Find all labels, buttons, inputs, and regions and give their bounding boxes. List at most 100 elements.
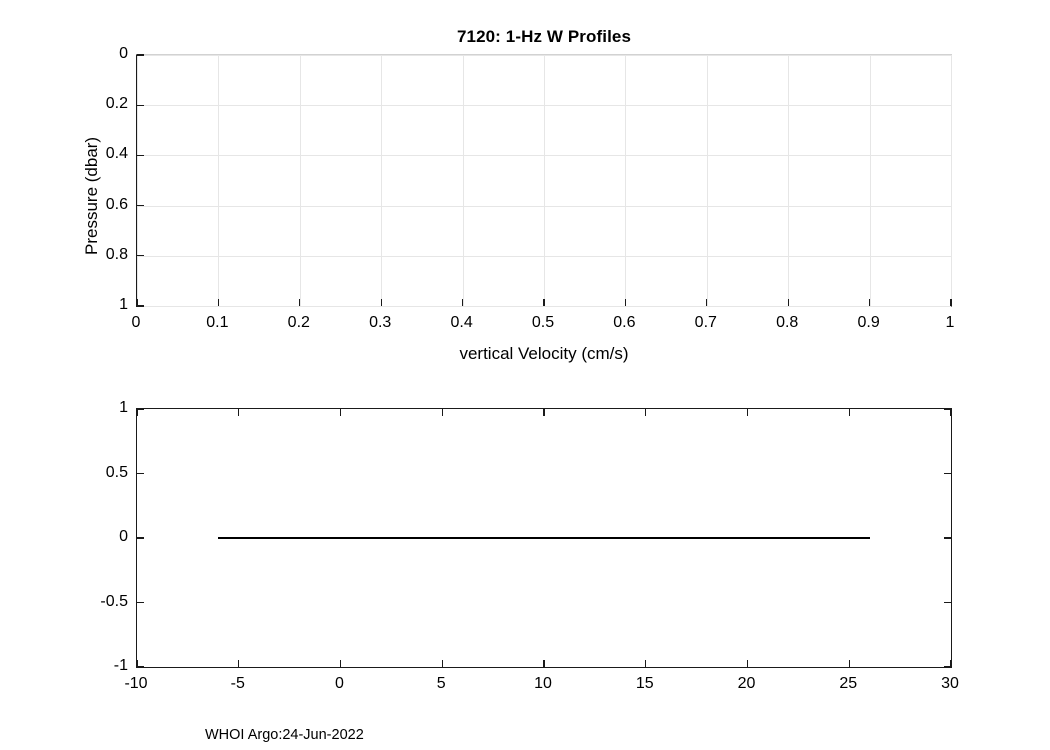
- x-tick-mark-top: [238, 409, 240, 416]
- x-tick-mark: [380, 299, 382, 306]
- x-tick-label: 0.8: [776, 314, 799, 331]
- x-tick-label: 5: [436, 675, 446, 692]
- x-tick-mark: [950, 299, 952, 306]
- y-tick-mark: [137, 154, 144, 157]
- y-tick-label: 0.8: [105, 245, 128, 263]
- y-tick-label: 1: [119, 296, 128, 313]
- x-tick-mark: [299, 299, 301, 306]
- gridline-horizontal: [137, 205, 951, 207]
- y-tick-label: 0: [119, 528, 128, 545]
- y-tick-mark: [137, 472, 144, 475]
- y-tick-label: 1: [119, 399, 128, 416]
- lower-plot-inner: [136, 408, 952, 668]
- y-tick-mark: [137, 601, 144, 604]
- x-tick-mark: [706, 299, 708, 306]
- y-tick-mark: [137, 104, 144, 106]
- x-tick-mark: [624, 299, 627, 306]
- x-tick-label: 0: [335, 675, 344, 692]
- gridline-vertical: [462, 55, 464, 306]
- x-tick-label: 0: [131, 314, 141, 331]
- x-tick-label: 0.9: [857, 314, 880, 331]
- gridline-vertical: [544, 55, 545, 306]
- upper-plot-inner: [136, 54, 952, 307]
- x-tick-label: 1: [945, 314, 955, 331]
- x-tick-mark-top: [136, 409, 138, 416]
- footer-credit: WHOI Argo:24-Jun-2022: [205, 727, 364, 743]
- x-tick-mark: [136, 299, 138, 306]
- y-tick-label: 0.6: [105, 195, 128, 213]
- gridline-vertical: [706, 55, 708, 306]
- y-tick-mark-right: [944, 601, 951, 604]
- y-tick-mark-right: [944, 472, 951, 475]
- gridline-vertical: [137, 55, 138, 306]
- y-tick-label: 0.4: [105, 145, 128, 163]
- x-tick-label: 0.7: [694, 314, 717, 331]
- x-tick-mark: [868, 299, 871, 306]
- y-tick-label: -0.5: [100, 592, 128, 610]
- y-tick-mark: [137, 54, 144, 56]
- x-tick-label: 0.2: [287, 314, 310, 331]
- x-tick-label: -10: [124, 675, 148, 692]
- x-tick-label: 30: [941, 675, 959, 692]
- x-tick-label: 0.6: [613, 314, 636, 331]
- y-tick-mark: [137, 305, 144, 307]
- x-tick-mark-top: [950, 409, 952, 416]
- x-tick-mark-top: [645, 409, 647, 416]
- gridline-vertical: [625, 55, 627, 306]
- y-tick-label: -1: [113, 657, 128, 674]
- gridline-vertical: [788, 55, 790, 306]
- x-tick-mark: [136, 660, 138, 667]
- y-tick-label: 0: [119, 45, 128, 62]
- x-tick-mark-top: [441, 409, 443, 416]
- y-tick-mark-right: [944, 408, 951, 410]
- page-title: 7120: 1-Hz W Profiles: [456, 27, 632, 46]
- lower-plot-axes: [136, 408, 952, 668]
- x-tick-mark: [950, 660, 952, 667]
- data-series-line: [218, 536, 870, 540]
- x-tick-label: 0.1: [206, 314, 229, 331]
- y-tick-mark: [137, 666, 144, 668]
- x-tick-label: 0.3: [369, 314, 392, 331]
- x-tick-mark: [848, 660, 850, 667]
- upper-plot-axes: [136, 54, 952, 307]
- x-tick-mark: [746, 660, 749, 667]
- y-tick-mark: [137, 204, 144, 207]
- x-tick-mark-top: [746, 409, 749, 416]
- x-tick-label: 20: [737, 675, 756, 692]
- x-tick-mark: [217, 299, 220, 306]
- x-tick-mark: [238, 660, 240, 667]
- x-tick-label: 0.4: [450, 314, 473, 331]
- y-tick-mark-right: [944, 537, 951, 539]
- upper-plot-xlabel: vertical Velocity (cm/s): [459, 344, 629, 363]
- x-tick-label: 25: [839, 675, 858, 692]
- gridline-horizontal: [137, 155, 951, 157]
- x-tick-mark: [543, 299, 545, 306]
- gridline-horizontal: [137, 306, 951, 307]
- x-tick-mark: [543, 660, 545, 667]
- gridline-vertical: [381, 55, 383, 306]
- x-tick-label: 10: [534, 675, 552, 692]
- x-tick-label: -5: [230, 675, 245, 692]
- gridline-vertical: [299, 55, 301, 306]
- x-tick-mark-top: [339, 409, 342, 416]
- gridline-vertical: [869, 55, 871, 306]
- y-tick-mark: [137, 537, 144, 539]
- gridline-vertical: [951, 55, 952, 306]
- x-tick-mark-top: [848, 409, 850, 416]
- gridline-horizontal: [137, 105, 951, 107]
- x-tick-mark-top: [543, 409, 545, 416]
- x-tick-mark: [441, 660, 443, 667]
- y-tick-mark: [137, 255, 144, 257]
- x-tick-mark: [461, 299, 464, 306]
- y-tick-label: 0.2: [105, 95, 128, 113]
- gridline-vertical: [218, 55, 220, 306]
- x-tick-label: 0.5: [531, 314, 555, 331]
- y-tick-mark: [137, 408, 144, 410]
- x-tick-mark: [645, 660, 647, 667]
- y-tick-mark-right: [944, 666, 951, 668]
- x-tick-mark: [339, 660, 342, 667]
- gridline-horizontal: [137, 55, 951, 56]
- y-tick-label: 0.5: [105, 463, 128, 481]
- gridline-horizontal: [137, 255, 951, 257]
